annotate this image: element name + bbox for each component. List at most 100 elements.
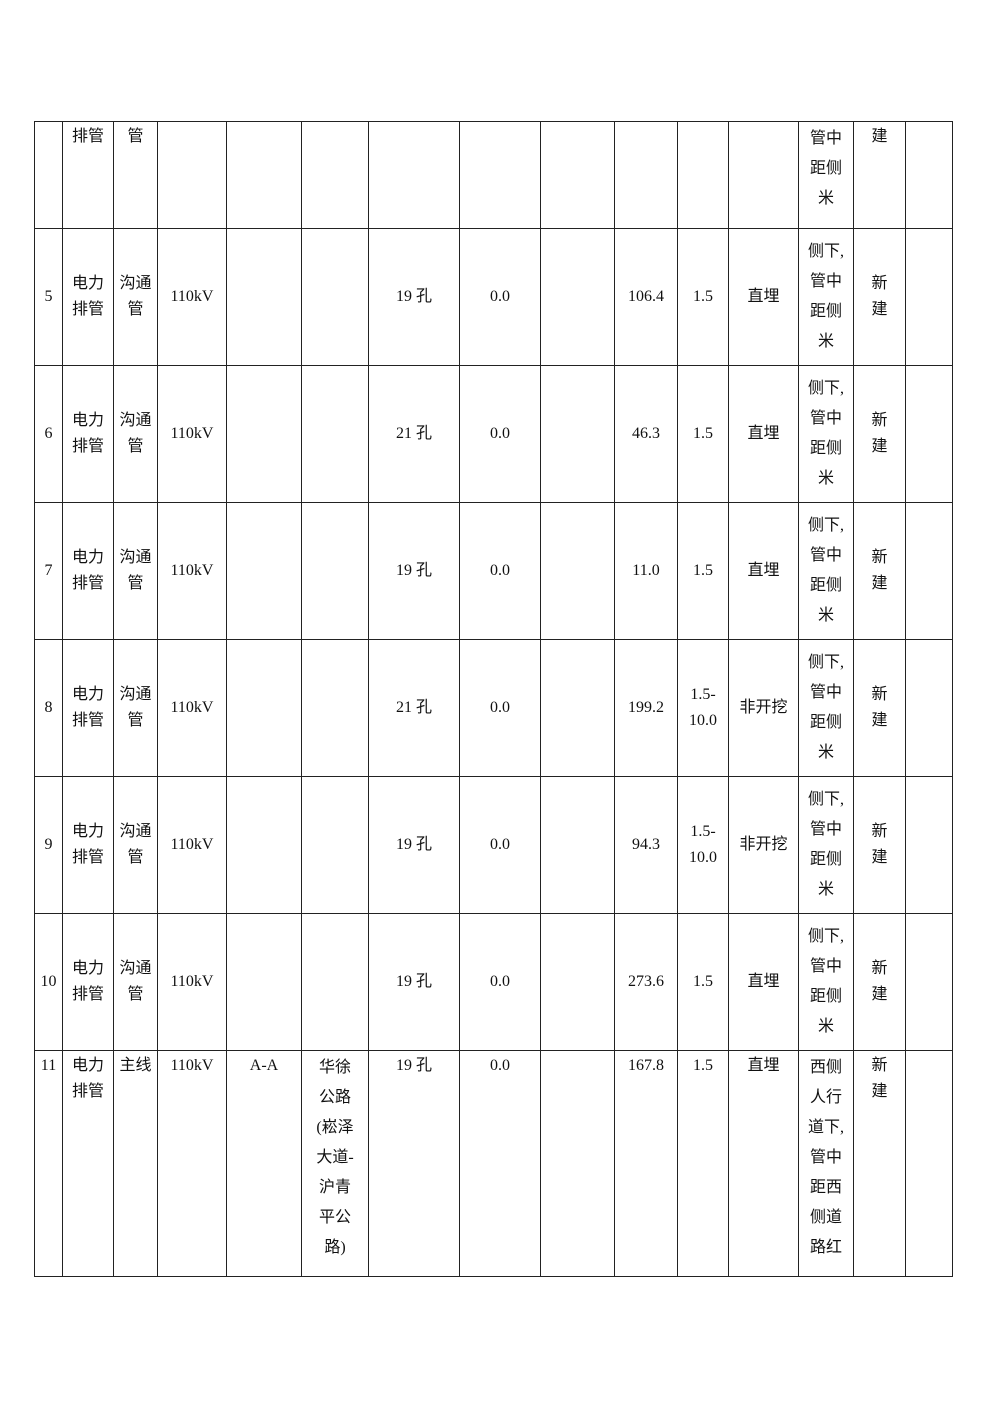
cell-value-b: [540, 365, 615, 503]
cell-depth: 1.5: [677, 913, 729, 1051]
table-row: 5 电力 排管 沟通 管 110kV 19 孔 0.0 106.4 1.5 直埋 侧下, 管中 距…: [34, 228, 953, 366]
cell-road: 华徐 公路 (崧泽 大道- 沪青 平公 路): [301, 1050, 369, 1277]
cell-length: 46.3: [614, 365, 678, 503]
cell-position-note: 侧下, 管中 距侧 米: [798, 365, 854, 503]
cell-length: 199.2: [614, 639, 678, 777]
cell-road: [301, 776, 369, 914]
cell-section: [226, 365, 302, 503]
cell-status: 新 建: [853, 913, 906, 1051]
cell-position-note: 管中 距侧 米: [798, 121, 854, 229]
cell-voltage: 110kV: [157, 639, 227, 777]
cell-length: 167.8: [614, 1050, 678, 1277]
cell-remark: [905, 913, 953, 1051]
cell-value-b: [540, 1050, 615, 1277]
table-row: 7 电力 排管 沟通 管 110kV 19 孔 0.0 11.0 1.5 直埋 侧下, 管中 距侧…: [34, 502, 953, 640]
table-row: 8 电力 排管 沟通 管 110kV 21 孔 0.0 199.2 1.5- 10.0 非开挖侧…: [34, 639, 953, 777]
cell-category: 电力 排管: [62, 228, 114, 366]
cell-holes: [368, 121, 460, 229]
cell-section: A-A: [226, 1050, 302, 1277]
cell-length: 94.3: [614, 776, 678, 914]
cell-position-note: 侧下, 管中 距侧 米: [798, 228, 854, 366]
cell-method: 直埋: [728, 1050, 799, 1277]
cell-index: 9: [34, 776, 63, 914]
cell-status: 新 建: [853, 502, 906, 640]
cell-position-note: 西侧 人行 道下, 管中 距西 侧道 路红: [798, 1050, 854, 1277]
cell-type: 沟通 管: [113, 502, 158, 640]
table-row: 9 电力 排管 沟通 管 110kV 19 孔 0.0 94.3 1.5- 10.0 非开挖 侧下…: [34, 776, 953, 914]
cell-length: [614, 121, 678, 229]
cell-road: [301, 913, 369, 1051]
cell-remark: [905, 502, 953, 640]
cell-position-note: 侧下, 管中 距侧 米: [798, 913, 854, 1051]
pipeline-table: 排管管管中 距侧 米建 5 电力 排管 沟通 管 110kV 19 孔 0.0 106.4 1.…: [34, 121, 953, 1277]
cell-section: [226, 639, 302, 777]
cell-voltage: 110kV: [157, 1050, 227, 1277]
cell-value-b: [540, 121, 615, 229]
cell-holes: 19 孔: [368, 228, 460, 366]
cell-holes: 21 孔: [368, 365, 460, 503]
cell-length: 106.4: [614, 228, 678, 366]
table-row: 10 电力 排管 沟通 管 110kV 19 孔 0.0 273.6 1.5 直埋 侧下, 管中 …: [34, 913, 953, 1051]
cell-road: [301, 228, 369, 366]
cell-status: 新 建: [853, 1050, 906, 1277]
cell-section: [226, 776, 302, 914]
cell-type: 沟通 管: [113, 639, 158, 777]
cell-value-b: [540, 639, 615, 777]
table-row: 11 电力 排管 主线 110kV A-A 华徐 公路 (崧泽 大道- 沪青 平公 路) 1…: [34, 1050, 953, 1277]
cell-length: 11.0: [614, 502, 678, 640]
cell-method: [728, 121, 799, 229]
cell-status: 新 建: [853, 776, 906, 914]
cell-depth: 1.5: [677, 228, 729, 366]
cell-method: 直埋: [728, 365, 799, 503]
cell-value-a: 0.0: [459, 365, 541, 503]
cell-road: [301, 639, 369, 777]
cell-value-b: [540, 228, 615, 366]
cell-status: 新 建: [853, 365, 906, 503]
cell-depth: 1.5- 10.0: [677, 639, 729, 777]
cell-method: 非开挖: [728, 776, 799, 914]
cell-remark: [905, 365, 953, 503]
cell-voltage: 110kV: [157, 228, 227, 366]
cell-index: 10: [34, 913, 63, 1051]
cell-value-a: [459, 121, 541, 229]
cell-category: 电力 排管: [62, 913, 114, 1051]
cell-type: 沟通 管: [113, 228, 158, 366]
cell-value-a: 0.0: [459, 776, 541, 914]
cell-value-a: 0.0: [459, 502, 541, 640]
cell-depth: [677, 121, 729, 229]
table-row: 排管管 管中 距侧 米建: [34, 121, 953, 229]
cell-voltage: [157, 121, 227, 229]
cell-holes: 19 孔: [368, 913, 460, 1051]
cell-method: 直埋: [728, 502, 799, 640]
cell-value-a: 0.0: [459, 1050, 541, 1277]
cell-section: [226, 913, 302, 1051]
cell-index: 7: [34, 502, 63, 640]
cell-voltage: 110kV: [157, 913, 227, 1051]
cell-section: [226, 228, 302, 366]
cell-method: 直埋: [728, 228, 799, 366]
cell-road: [301, 365, 369, 503]
cell-voltage: 110kV: [157, 776, 227, 914]
cell-value-b: [540, 502, 615, 640]
cell-value-a: 0.0: [459, 639, 541, 777]
cell-category: 电力 排管: [62, 639, 114, 777]
cell-remark: [905, 639, 953, 777]
cell-road: [301, 502, 369, 640]
cell-index: 5: [34, 228, 63, 366]
cell-value-a: 0.0: [459, 228, 541, 366]
cell-remark: [905, 1050, 953, 1277]
cell-index: 8: [34, 639, 63, 777]
cell-depth: 1.5: [677, 502, 729, 640]
cell-category: 电力 排管: [62, 365, 114, 503]
cell-section: [226, 502, 302, 640]
cell-status: 建: [853, 121, 906, 229]
cell-status: 新 建: [853, 228, 906, 366]
cell-type: 沟通 管: [113, 776, 158, 914]
cell-voltage: 110kV: [157, 365, 227, 503]
cell-category: 电力 排管: [62, 776, 114, 914]
cell-type: 沟通 管: [113, 913, 158, 1051]
cell-type: 沟通 管: [113, 365, 158, 503]
cell-holes: 19 孔: [368, 776, 460, 914]
cell-voltage: 110kV: [157, 502, 227, 640]
cell-value-b: [540, 776, 615, 914]
